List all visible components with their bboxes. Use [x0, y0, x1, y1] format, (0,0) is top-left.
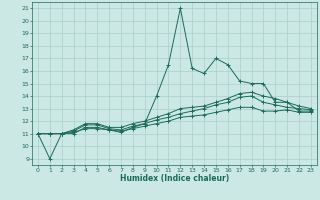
X-axis label: Humidex (Indice chaleur): Humidex (Indice chaleur)	[120, 174, 229, 183]
